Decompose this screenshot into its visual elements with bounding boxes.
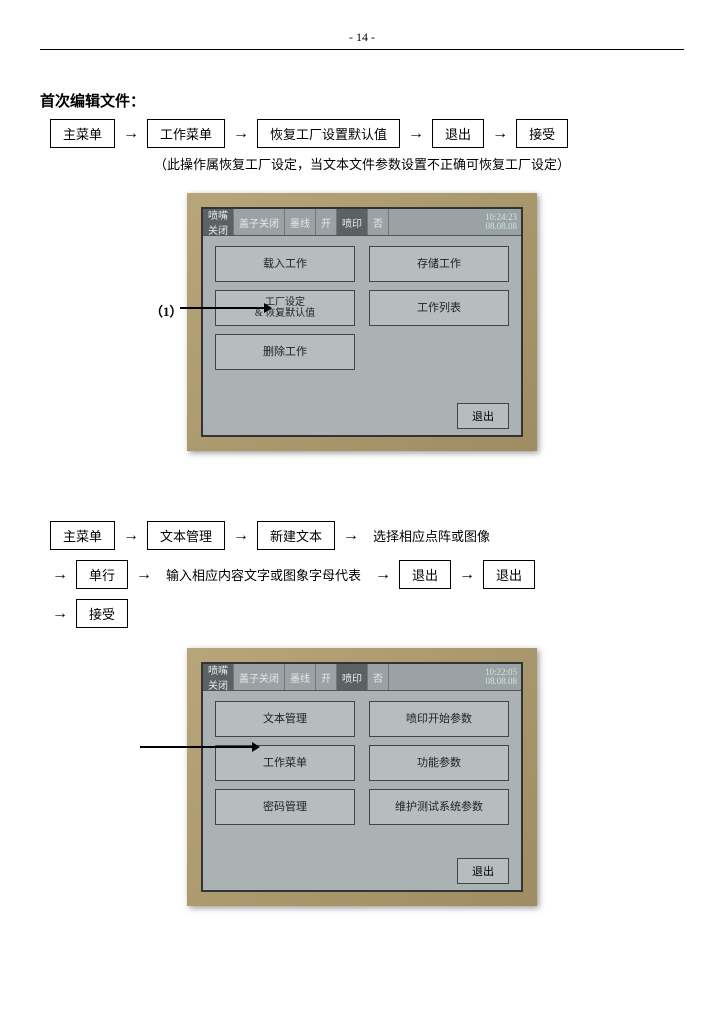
status-ink: 墨线 (285, 209, 316, 235)
arrow-icon: → (490, 125, 510, 143)
flow-box-restore-defaults: 恢复工厂设置默认值 (257, 119, 400, 148)
status-time-2: 10:22:05 08.08.08 (481, 666, 521, 688)
arrow-icon: → (231, 527, 251, 545)
arrow-icon: → (121, 125, 141, 143)
text-mgmt-button[interactable]: 文本管理 (215, 701, 355, 737)
status-print-2: 喷印 (337, 664, 368, 690)
flow-1: 主菜单 → 工作菜单 → 恢复工厂设置默认值 → 退出 → 接受 (50, 119, 684, 148)
arrow-icon: → (457, 566, 477, 584)
device-1-screen: 喷嘴关闭 盖子关闭 墨线 开 喷印 否 10:24:23 08.08.08 载入… (201, 207, 523, 437)
arrow-icon: → (134, 566, 154, 584)
flow2-select-pattern: 选择相应点阵或图像 (367, 522, 496, 549)
status-nozzle-2: 喷嘴关闭 (203, 664, 234, 690)
arrow-icon: → (50, 605, 70, 623)
flow-box-main-menu: 主菜单 (50, 119, 115, 148)
section-title: 首次编辑文件： (40, 90, 684, 111)
flow-2-row-1: 主菜单 → 文本管理 → 新建文本 → 选择相应点阵或图像 (50, 521, 684, 550)
func-params-button[interactable]: 功能参数 (369, 745, 509, 781)
flow2-exit-1: 退出 (399, 560, 451, 589)
flow-box-work-menu: 工作菜单 (147, 119, 225, 148)
arrow-icon: → (341, 527, 361, 545)
pointer-2-arrow-icon (140, 746, 258, 748)
flow-1-note: （此操作属恢复工厂设定，当文本文件参数设置不正确可恢复工厂设定） (40, 154, 684, 173)
flow2-input-content: 输入相应内容文字或图象字母代表 (160, 561, 367, 588)
flow-box-exit: 退出 (432, 119, 484, 148)
page-number: - 14 - (40, 30, 684, 50)
save-work-button[interactable]: 存储工作 (369, 246, 509, 282)
device-1-frame: 喷嘴关闭 盖子关闭 墨线 开 喷印 否 10:24:23 08.08.08 载入… (187, 193, 537, 451)
status-open-2: 开 (316, 664, 337, 690)
arrow-icon: → (373, 566, 393, 584)
load-work-button[interactable]: 载入工作 (215, 246, 355, 282)
device-2-wrap: 喷嘴关闭 盖子关闭 墨线 开 喷印 否 10:22:05 08.08.08 文本… (40, 648, 684, 906)
pointer-1-arrow-icon (180, 307, 270, 309)
delete-work-button[interactable]: 删除工作 (215, 334, 355, 370)
status-open: 开 (316, 209, 337, 235)
device-2-screen: 喷嘴关闭 盖子关闭 墨线 开 喷印 否 10:22:05 08.08.08 文本… (201, 662, 523, 892)
exit-button-2[interactable]: 退出 (457, 858, 509, 884)
work-list-button[interactable]: 工作列表 (369, 290, 509, 326)
print-params-button[interactable]: 喷印开始参数 (369, 701, 509, 737)
flow-2-row-3: → 接受 (50, 599, 684, 628)
status-nozzle: 喷嘴关闭 (203, 209, 234, 235)
flow2-text-mgmt: 文本管理 (147, 521, 225, 550)
status-no-2: 否 (368, 664, 389, 690)
arrow-icon: → (231, 125, 251, 143)
status-cover-2: 盖子关闭 (234, 664, 285, 690)
exit-button-1[interactable]: 退出 (457, 403, 509, 429)
status-print: 喷印 (337, 209, 368, 235)
flow2-main-menu: 主菜单 (50, 521, 115, 550)
status-ink-2: 墨线 (285, 664, 316, 690)
status-cover: 盖子关闭 (234, 209, 285, 235)
status-no: 否 (368, 209, 389, 235)
pointer-1-label: （1） (150, 301, 183, 320)
device-1-wrap: （1） 喷嘴关闭 盖子关闭 墨线 开 喷印 否 10:24:23 08.08.0… (40, 193, 684, 451)
maint-params-button[interactable]: 维护测试系统参数 (369, 789, 509, 825)
status-bar-2: 喷嘴关闭 盖子关闭 墨线 开 喷印 否 10:22:05 08.08.08 (203, 664, 521, 691)
flow2-single-line: 单行 (76, 560, 128, 589)
arrow-icon: → (50, 566, 70, 584)
device-2-frame: 喷嘴关闭 盖子关闭 墨线 开 喷印 否 10:22:05 08.08.08 文本… (187, 648, 537, 906)
arrow-icon: → (406, 125, 426, 143)
arrow-icon: → (121, 527, 141, 545)
work-menu-button[interactable]: 工作菜单 (215, 745, 355, 781)
flow-box-accept: 接受 (516, 119, 568, 148)
flow2-new-text: 新建文本 (257, 521, 335, 550)
flow2-exit-2: 退出 (483, 560, 535, 589)
flow-2-row-2: → 单行 → 输入相应内容文字或图象字母代表 → 退出 → 退出 (50, 560, 684, 589)
status-bar-1: 喷嘴关闭 盖子关闭 墨线 开 喷印 否 10:24:23 08.08.08 (203, 209, 521, 236)
flow2-accept: 接受 (76, 599, 128, 628)
pwd-mgmt-button[interactable]: 密码管理 (215, 789, 355, 825)
status-time: 10:24:23 08.08.08 (481, 211, 521, 233)
